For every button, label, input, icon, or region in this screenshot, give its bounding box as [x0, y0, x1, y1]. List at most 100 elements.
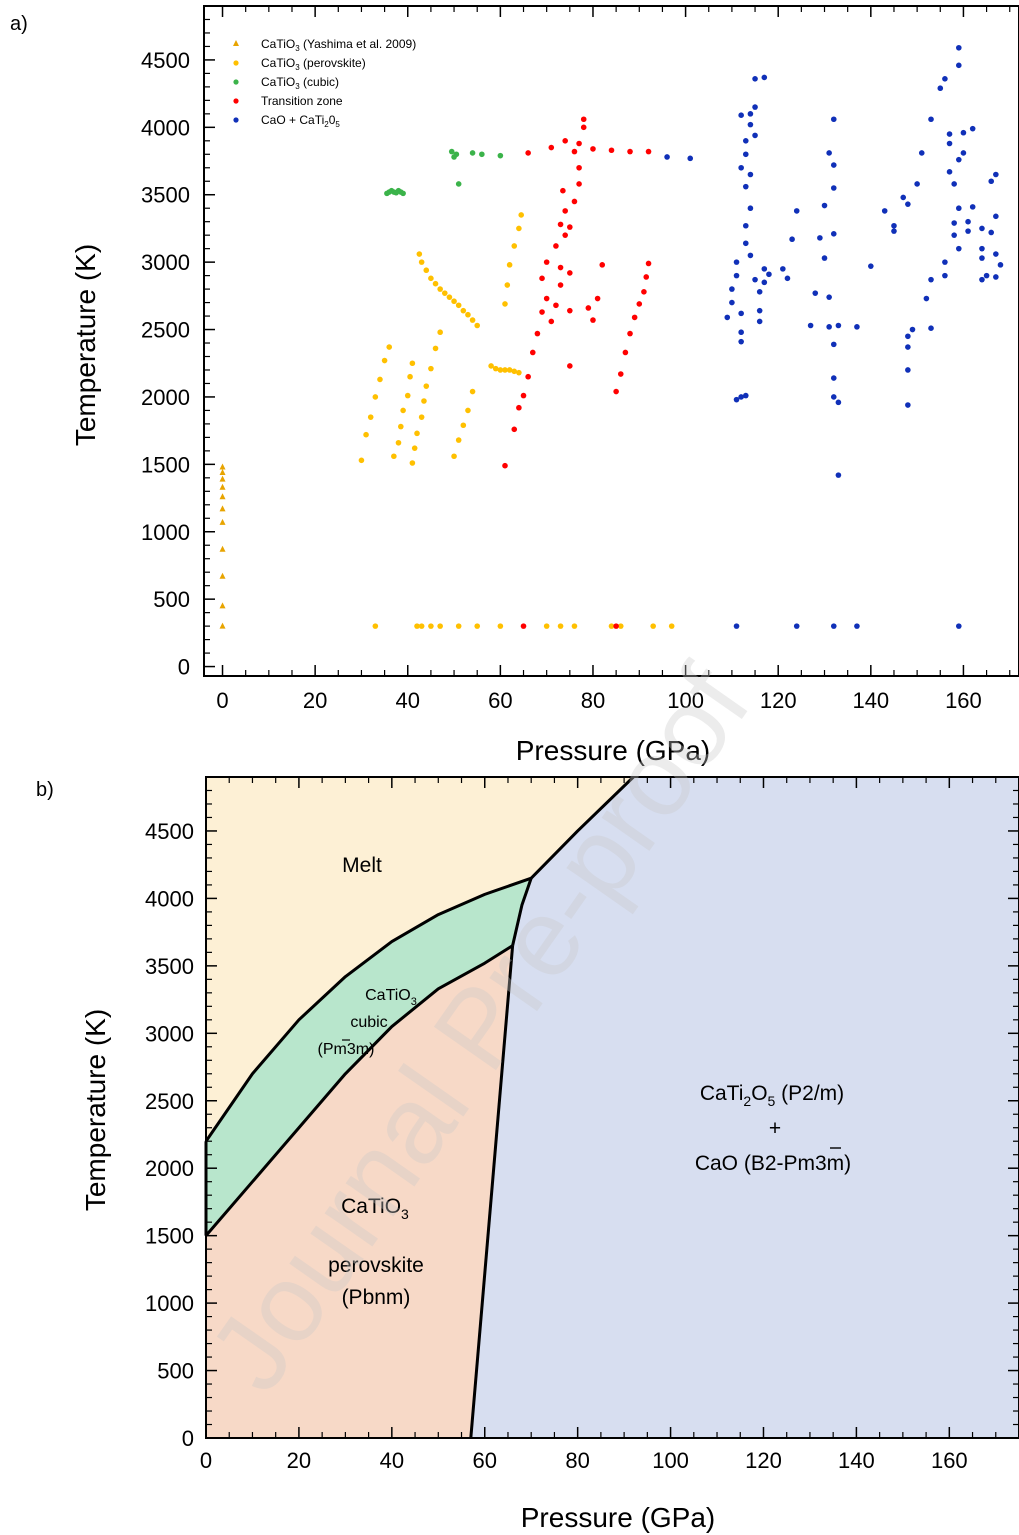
- data-point: [733, 259, 740, 265]
- data-point: [502, 301, 508, 307]
- data-point: [789, 236, 795, 243]
- data-point: [381, 357, 388, 364]
- data-point: [738, 338, 744, 345]
- data-point: [567, 307, 573, 314]
- region-label-cubic-line1: CaTiO3: [365, 987, 417, 1008]
- x-tick-label: 20: [287, 1448, 311, 1473]
- data-point: [747, 205, 754, 212]
- data-point: [446, 294, 453, 300]
- data-point: [562, 232, 568, 238]
- data-point: [395, 439, 402, 446]
- data-point: [979, 255, 985, 261]
- y-tick-label: 2000: [145, 1156, 194, 1181]
- data-point: [557, 282, 564, 288]
- data-point: [826, 324, 832, 330]
- region-melt: [206, 777, 634, 1142]
- data-point: [518, 212, 525, 218]
- data-point: [571, 198, 578, 205]
- data-point: [627, 330, 633, 337]
- data-point-triangle: [219, 602, 226, 609]
- data-point: [502, 367, 508, 373]
- data-point: [891, 222, 897, 229]
- data-point: [742, 183, 749, 190]
- region-label-cubic-line2: cubic: [350, 1014, 387, 1031]
- plot-b-tick-labels: 0 20 40 60 80 100 120 140 160 0 500 1000 1500 2000 250…: [145, 819, 968, 1473]
- panel-a-label: a): [10, 13, 28, 35]
- data-point: [548, 318, 555, 325]
- data-point: [830, 375, 837, 381]
- x-tick-label: 40: [396, 688, 420, 713]
- data-point: [437, 329, 443, 336]
- data-point: [516, 369, 522, 376]
- data-point: [437, 286, 443, 292]
- data-point: [418, 259, 425, 265]
- series-4: [664, 44, 1004, 629]
- data-point-triangle: [219, 463, 226, 470]
- data-point: [835, 399, 842, 406]
- plot-a-ticks: [204, 6, 1011, 676]
- y-tick-label: 4000: [145, 886, 194, 911]
- data-point: [969, 204, 976, 210]
- plot-b-frame: [205, 776, 1019, 1439]
- y-tick-label: 3000: [145, 1021, 194, 1046]
- plot-a-tick-labels: 0 20 40 60 80 100 120 140 160 0 500 1000 1500 2000 250…: [141, 48, 982, 713]
- boundary-melting: [204, 876, 532, 1143]
- data-point-triangle: [219, 622, 226, 629]
- y-tick-label: 3500: [141, 183, 190, 208]
- data-point: [946, 131, 953, 137]
- data-point: [821, 255, 828, 261]
- data-point: [469, 388, 476, 395]
- data-point: [428, 623, 434, 629]
- data-point: [830, 623, 837, 629]
- data-point: [453, 151, 460, 158]
- data-point-triangle: [219, 518, 226, 525]
- data-point: [553, 243, 559, 249]
- data-point: [423, 267, 430, 274]
- region-label-cati2o5-line2: +: [769, 1117, 781, 1140]
- boundary-cubic-cati: [511, 877, 533, 946]
- boundary-perov-cati: [469, 945, 515, 1439]
- plot-a-ylabel: Temperature (K): [70, 244, 101, 446]
- data-point: [854, 324, 860, 330]
- y-tick-label: 4500: [145, 819, 194, 844]
- plot-a-points: [219, 44, 1004, 629]
- region-cati2o5: [470, 777, 1019, 1438]
- data-point: [409, 360, 416, 367]
- data-point: [733, 272, 740, 279]
- data-point: [567, 363, 573, 369]
- data-point: [474, 623, 481, 629]
- data-point: [557, 221, 564, 228]
- data-point: [590, 146, 596, 152]
- data-point: [363, 431, 369, 438]
- legend-label: CaTiO3 (cubic): [261, 75, 339, 91]
- data-point: [511, 426, 518, 433]
- data-point: [956, 62, 962, 69]
- legend-label: Transition zone: [261, 94, 343, 108]
- data-point: [428, 365, 434, 372]
- y-tick-label: 1000: [141, 520, 190, 545]
- data-point: [942, 272, 948, 279]
- data-point: [520, 623, 527, 629]
- data-point: [622, 349, 629, 356]
- data-point: [752, 104, 758, 110]
- data-point: [761, 74, 768, 81]
- data-point: [780, 266, 786, 272]
- data-point: [414, 430, 420, 437]
- data-point: [979, 225, 985, 232]
- plot-a-legend: CaTiO3 (Yashima et al. 2009) CaTiO3 (pero…: [233, 37, 416, 129]
- data-point: [571, 623, 578, 629]
- data-point: [752, 132, 758, 139]
- data-point: [391, 453, 397, 460]
- data-point: [421, 398, 427, 404]
- data-point: [465, 407, 471, 414]
- data-point: [437, 623, 443, 629]
- plot-a-xlabel: Pressure (GPa): [516, 735, 711, 766]
- data-point: [432, 280, 439, 287]
- data-point: [645, 148, 652, 155]
- data-point: [418, 623, 425, 629]
- data-point: [567, 270, 573, 276]
- data-point: [529, 349, 536, 356]
- y-tick-label: 500: [153, 587, 190, 612]
- data-point: [539, 309, 545, 315]
- x-tick-label: 0: [216, 688, 228, 713]
